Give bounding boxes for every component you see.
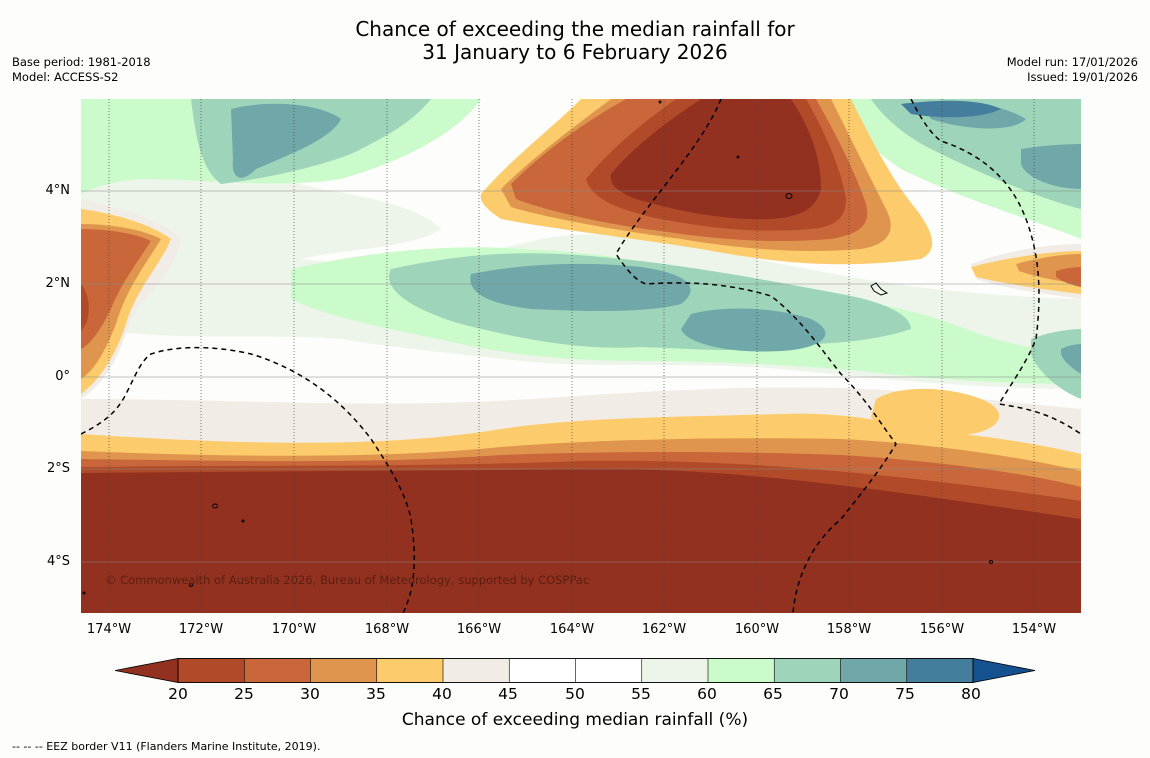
lat-label-2n: 2°N xyxy=(45,276,71,291)
colorbar-cell xyxy=(575,658,643,683)
rainfall-map[interactable] xyxy=(81,99,1081,613)
colorbar-cell xyxy=(442,658,511,683)
west-20 xyxy=(81,284,89,331)
patch-70-east xyxy=(681,308,826,352)
east-25 xyxy=(1056,267,1081,287)
lat-label-2s: 2°S xyxy=(46,461,70,476)
lon-label-164w: 164°W xyxy=(549,622,595,637)
lon-label-162w: 162°W xyxy=(641,622,687,637)
colorbar-tick-55: 55 xyxy=(631,685,651,703)
colorbar-cell xyxy=(310,658,378,683)
colorbar-tick-80: 80 xyxy=(961,685,981,703)
lon-label-168w: 168°W xyxy=(364,622,410,637)
lon-label-166w: 166°W xyxy=(456,622,502,637)
colorbar-cell xyxy=(177,658,246,683)
colorbar-tick-40: 40 xyxy=(432,685,452,703)
lat-label-4n: 4°N xyxy=(45,183,71,198)
ne-teal-light xyxy=(871,99,1081,209)
ne-teal-2 xyxy=(1021,144,1081,189)
patch-east-yellow xyxy=(871,388,1000,436)
parallel-grid xyxy=(81,190,1081,563)
colorbar xyxy=(115,658,1036,683)
colorbar-tick-20: 20 xyxy=(168,685,188,703)
patch-70-west xyxy=(470,263,691,312)
eez-footnote: -- -- -- EEZ border V11 (Flanders Marine… xyxy=(12,740,321,753)
north-core-low xyxy=(610,99,821,220)
colorbar-cells xyxy=(115,658,1036,683)
colorbar-tick-65: 65 xyxy=(763,685,783,703)
issued-date: Issued: 19/01/2026 xyxy=(1027,70,1138,84)
colorbar-cell xyxy=(508,658,577,683)
nw-teal xyxy=(231,103,341,178)
copyright-notice: © Commonwealth of Australia 2026, Bureau… xyxy=(105,573,590,587)
colorbar-cell xyxy=(376,658,444,683)
band-low-south xyxy=(81,468,1081,613)
lon-label-170w: 170°W xyxy=(271,622,317,637)
colorbar-cell xyxy=(906,658,974,683)
east-teal xyxy=(1061,344,1081,374)
map-title: Chance of exceeding the median rainfall … xyxy=(0,18,1150,64)
colorbar-tick-30: 30 xyxy=(300,685,320,703)
colorbar-tick-70: 70 xyxy=(829,685,849,703)
lon-label-158w: 158°W xyxy=(826,622,872,637)
colorbar-tick-45: 45 xyxy=(498,685,518,703)
lon-label-160w: 160°W xyxy=(734,622,780,637)
colorbar-tick-50: 50 xyxy=(565,685,585,703)
colorbar-tick-35: 35 xyxy=(366,685,386,703)
lon-label-154w: 154°W xyxy=(1011,622,1057,637)
lon-label-172w: 172°W xyxy=(178,622,224,637)
ne-blue xyxy=(901,100,1001,118)
title-line-1: Chance of exceeding the median rainfall … xyxy=(355,17,795,41)
colorbar-cell xyxy=(773,658,842,683)
meta-right: Model run: 17/01/2026 Issued: 19/01/2026 xyxy=(1007,55,1138,85)
colorbar-tick-25: 25 xyxy=(234,685,254,703)
map-svg xyxy=(81,99,1081,613)
colorbar-cell xyxy=(840,658,908,683)
lon-label-156w: 156°W xyxy=(919,622,965,637)
title-line-2: 31 January to 6 February 2026 xyxy=(422,40,728,64)
base-period: Base period: 1981-2018 xyxy=(12,55,151,69)
lat-label-4s: 4°S xyxy=(46,554,70,569)
lat-label-0: 0° xyxy=(55,369,70,384)
eez-borders[interactable] xyxy=(81,99,1081,613)
colorbar-frame xyxy=(177,658,974,683)
model-name: Model: ACCESS-S2 xyxy=(12,70,119,84)
model-run: Model run: 17/01/2026 xyxy=(1006,55,1138,69)
colorbar-tick-75: 75 xyxy=(895,685,915,703)
colorbar-tick-60: 60 xyxy=(697,685,717,703)
colorbar-cell xyxy=(243,658,312,683)
colorbar-cell xyxy=(641,658,709,683)
colorbar-label: Chance of exceeding median rainfall (%) xyxy=(401,710,749,730)
colorbar-cell xyxy=(707,658,776,683)
colorbar-extend-low xyxy=(115,658,179,683)
west-25 xyxy=(81,229,151,349)
colorbar-extend-high xyxy=(972,658,1036,683)
islands xyxy=(82,100,993,595)
lon-label-174w: 174°W xyxy=(86,622,132,637)
meta-left: Base period: 1981-2018 Model: ACCESS-S2 xyxy=(12,55,151,85)
